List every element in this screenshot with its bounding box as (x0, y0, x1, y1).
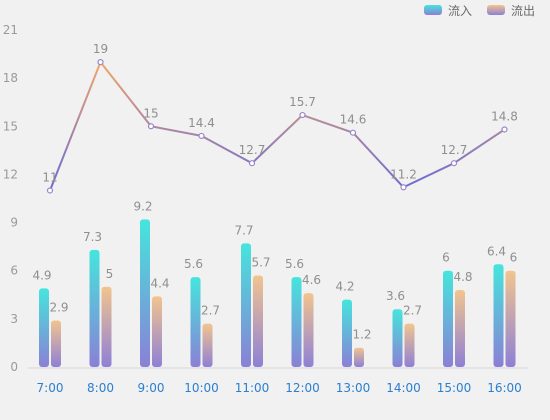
y-tick-label: 9 (10, 216, 18, 230)
data-label-outflow: 2.9 (49, 300, 68, 314)
line-point[interactable] (147, 123, 155, 130)
x-tick-label: 15:00 (437, 381, 472, 395)
data-label-inflow: 3.6 (386, 289, 405, 303)
legend: 流入 流出 (424, 4, 535, 18)
y-tick-label: 0 (10, 360, 18, 374)
data-label-inflow: 6.4 (487, 244, 506, 258)
data-label-outflow: 2.7 (403, 304, 422, 318)
x-tick-label: 12:00 (285, 381, 320, 395)
line-path (49, 61, 506, 191)
line-point[interactable] (198, 132, 205, 140)
data-label-inflow: 6 (442, 251, 450, 265)
bar-outflow[interactable] (455, 289, 465, 367)
bar-inflow[interactable] (443, 270, 453, 367)
line-point[interactable] (46, 187, 54, 194)
data-label-inflow: 4.9 (32, 268, 51, 282)
data-label-line: 11 (42, 170, 57, 184)
x-axis: 7:00 8:00 9:00 10:00 11:00 12:00 13:00 14:00 15:… (28, 367, 528, 395)
x-tick-label: 8:00 (87, 381, 114, 395)
data-label-outflow: 4.4 (150, 276, 169, 290)
y-tick-label: 6 (10, 264, 18, 278)
bar-inflow[interactable] (89, 249, 100, 367)
line-point[interactable] (299, 111, 306, 119)
bar-inflow[interactable] (241, 243, 251, 367)
data-label-line: 14.4 (188, 116, 215, 130)
line-point[interactable] (97, 58, 104, 66)
data-label-line: 12.7 (239, 143, 266, 157)
x-tick-label: 9:00 (138, 381, 165, 395)
x-tick-label: 7:00 (37, 381, 64, 395)
data-label-inflow: 7.3 (83, 230, 102, 244)
data-label-outflow: 4.8 (453, 270, 472, 284)
data-label-inflow: 7.7 (234, 223, 253, 237)
data-label-line: 15 (143, 106, 158, 120)
data-label-outflow: 5 (106, 267, 114, 281)
x-tick-label: 14:00 (386, 381, 421, 395)
bar-outflow[interactable] (303, 293, 314, 367)
legend-label-inflow[interactable]: 流入 (448, 4, 472, 18)
bar-outflow[interactable] (152, 296, 162, 367)
y-tick-label: 3 (10, 312, 18, 326)
y-tick-label: 21 (3, 23, 18, 37)
data-label-inflow: 5.6 (285, 257, 304, 271)
bar-outflow[interactable] (505, 270, 516, 367)
bar-inflow[interactable] (342, 299, 352, 367)
bar-inflow[interactable] (39, 288, 49, 367)
line-point[interactable] (400, 184, 407, 191)
data-label-inflow: 5.6 (184, 257, 203, 271)
y-axis: 0 3 6 9 12 15 18 21 (3, 23, 18, 374)
data-label-line: 14.6 (340, 113, 367, 127)
data-label-outflow: 4.6 (302, 273, 321, 287)
bar-outflow[interactable] (354, 347, 364, 367)
bar-outflow[interactable] (404, 323, 415, 367)
data-label-line: 19 (93, 42, 108, 56)
data-label-outflow: 5.7 (251, 256, 270, 270)
bar-inflow[interactable] (140, 219, 150, 367)
data-label-inflow: 4.2 (335, 280, 354, 294)
data-label-line: 12.7 (441, 143, 468, 157)
bar-outflow[interactable] (202, 323, 213, 367)
legend-label-outflow[interactable]: 流出 (511, 4, 535, 18)
legend-swatch-outflow[interactable] (487, 5, 505, 15)
data-label-line: 11.2 (390, 167, 417, 181)
y-tick-label: 18 (3, 71, 18, 85)
bar-outflow[interactable] (253, 275, 263, 367)
bar-inflow[interactable] (291, 277, 302, 367)
y-tick-label: 15 (3, 119, 18, 133)
data-label-outflow: 1.2 (352, 328, 371, 342)
bar-outflow[interactable] (51, 320, 61, 367)
y-tick-label: 12 (3, 167, 18, 181)
line-point[interactable] (248, 160, 256, 167)
data-label-line: 14.8 (491, 109, 518, 123)
x-tick-label: 13:00 (336, 381, 371, 395)
line-point[interactable] (450, 160, 458, 167)
data-label-outflow: 2.7 (201, 304, 220, 318)
data-labels: 4.9 2.9 7.3 5 9.2 4.4 5.6 2.7 7.7 5.7 5.6 4.6 4.2 1.2… (32, 42, 517, 342)
x-tick-label: 16:00 (487, 381, 522, 395)
bar-inflow[interactable] (493, 264, 504, 367)
legend-swatch-inflow[interactable] (424, 5, 442, 15)
data-label-inflow: 9.2 (133, 199, 152, 213)
data-label-line: 15.7 (289, 95, 316, 109)
bars (39, 219, 516, 367)
data-label-outflow: 6 (510, 251, 518, 265)
x-tick-label: 11:00 (235, 381, 270, 395)
x-tick-label: 10:00 (184, 381, 219, 395)
bar-inflow[interactable] (392, 309, 403, 367)
line-series (46, 58, 508, 194)
bar-outflow[interactable] (101, 286, 112, 367)
bar-inflow[interactable] (190, 277, 201, 367)
line-point[interactable] (501, 126, 508, 133)
line-point[interactable] (349, 129, 357, 136)
